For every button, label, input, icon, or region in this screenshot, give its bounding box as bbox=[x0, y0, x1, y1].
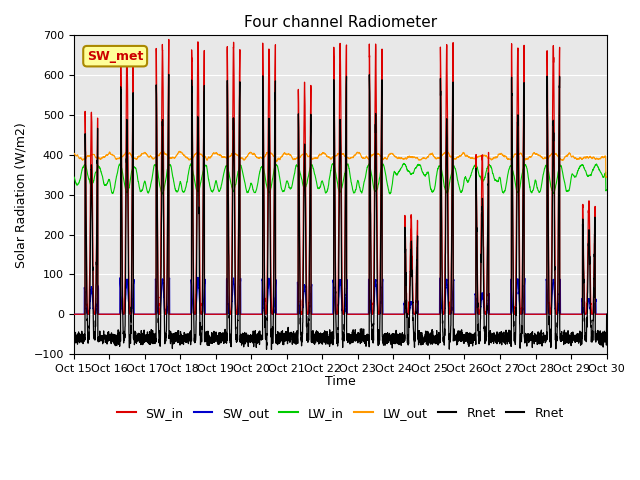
Legend: SW_in, SW_out, LW_in, LW_out, Rnet, Rnet: SW_in, SW_out, LW_in, LW_out, Rnet, Rnet bbox=[112, 402, 568, 425]
Text: SW_met: SW_met bbox=[87, 49, 143, 63]
Y-axis label: Solar Radiation (W/m2): Solar Radiation (W/m2) bbox=[15, 122, 28, 267]
Title: Four channel Radiometer: Four channel Radiometer bbox=[244, 15, 436, 30]
X-axis label: Time: Time bbox=[324, 375, 355, 388]
